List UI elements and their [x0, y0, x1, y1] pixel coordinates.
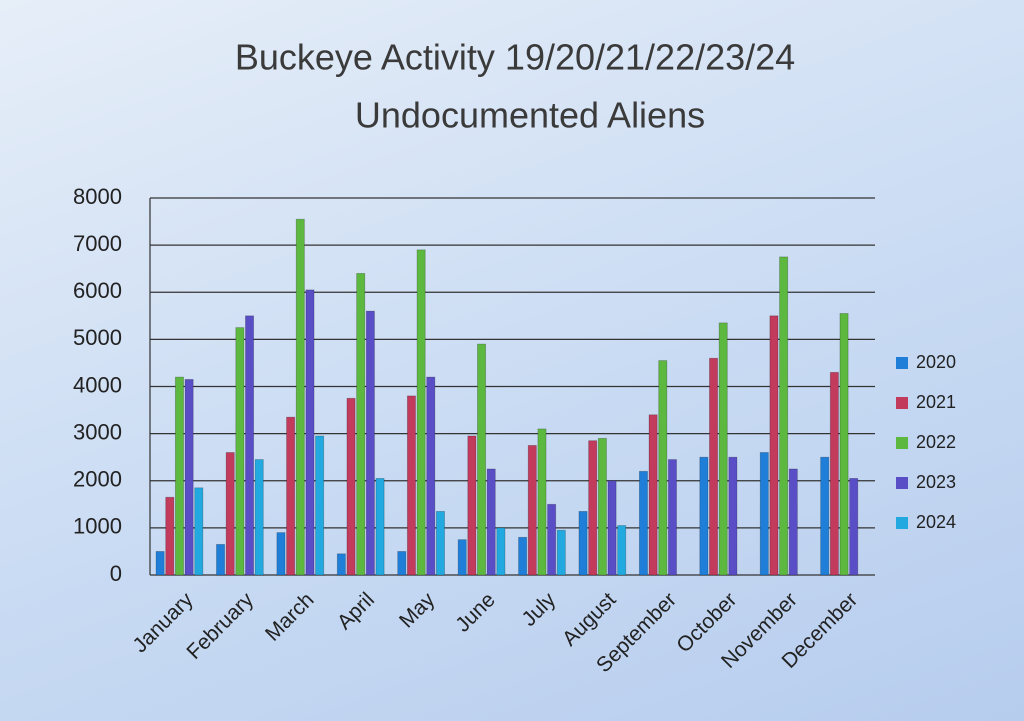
bar [617, 525, 627, 576]
y-tick-label: 5000 [73, 325, 122, 350]
bar [365, 310, 375, 576]
x-tick-label: July [517, 588, 560, 631]
bar [235, 327, 245, 576]
legend-swatch [896, 477, 908, 489]
bar [305, 289, 315, 576]
bar [578, 510, 588, 576]
bar [829, 371, 839, 576]
bar [356, 272, 366, 576]
bar [658, 360, 668, 576]
bar [486, 468, 496, 576]
legend-label: 2024 [916, 512, 956, 532]
bar [769, 315, 779, 576]
bar [184, 379, 194, 576]
bar [435, 510, 445, 576]
y-tick-label: 8000 [73, 184, 122, 209]
bar [165, 496, 175, 576]
chart-title: Buckeye Activity 19/20/21/22/23/24 [235, 37, 795, 78]
y-tick-label: 7000 [73, 231, 122, 256]
bar [518, 536, 528, 576]
y-tick-label: 2000 [73, 467, 122, 492]
chart-subtitle: Undocumented Aliens [355, 95, 705, 136]
bar [194, 487, 204, 576]
bar [597, 437, 607, 576]
bar [849, 477, 859, 576]
x-tick-label: May [395, 588, 440, 633]
bar [556, 529, 566, 576]
bar [276, 532, 286, 576]
bar [779, 256, 789, 576]
bar [699, 456, 709, 576]
x-tick-label: February [182, 588, 258, 664]
bar [245, 315, 255, 576]
y-tick-label: 3000 [73, 419, 122, 444]
bar [426, 376, 436, 576]
bar [406, 395, 416, 576]
bar [759, 452, 769, 576]
legend-swatch [896, 397, 908, 409]
x-tick-label: June [451, 588, 499, 636]
bar [496, 527, 506, 576]
bar [467, 435, 477, 576]
bar [336, 553, 346, 576]
legend-swatch [896, 517, 908, 529]
bar [216, 543, 226, 576]
legend-swatch [896, 437, 908, 449]
y-tick-label: 4000 [73, 372, 122, 397]
bar [648, 414, 658, 576]
bar [397, 551, 407, 576]
bar [839, 313, 849, 576]
y-tick-label: 1000 [73, 514, 122, 539]
y-tick-label: 6000 [73, 278, 122, 303]
bar [174, 376, 184, 576]
bar [728, 456, 738, 576]
bar [607, 480, 617, 576]
legend-label: 2020 [916, 352, 956, 372]
bar [457, 539, 467, 576]
bar [718, 322, 728, 576]
bar [416, 249, 426, 576]
legend-swatch [896, 357, 908, 369]
bar [588, 440, 598, 576]
bar [820, 456, 830, 576]
bar [295, 218, 305, 576]
bar [527, 445, 537, 576]
legend-label: 2022 [916, 432, 956, 452]
bar [254, 459, 264, 576]
y-tick-label: 0 [110, 561, 122, 586]
bar [225, 452, 235, 576]
bar [315, 435, 325, 576]
bar [788, 468, 798, 576]
bar [547, 503, 557, 576]
bar [709, 357, 719, 576]
bar [346, 397, 356, 576]
legend-label: 2023 [916, 472, 956, 492]
legend-label: 2021 [916, 392, 956, 412]
x-tick-label: March [261, 588, 319, 646]
bar [375, 477, 385, 576]
bar [286, 416, 296, 576]
bar [537, 428, 547, 576]
bar [477, 343, 487, 576]
bar [667, 459, 677, 576]
x-tick-label: April [333, 588, 379, 634]
bar [638, 470, 648, 576]
bar [155, 551, 165, 576]
